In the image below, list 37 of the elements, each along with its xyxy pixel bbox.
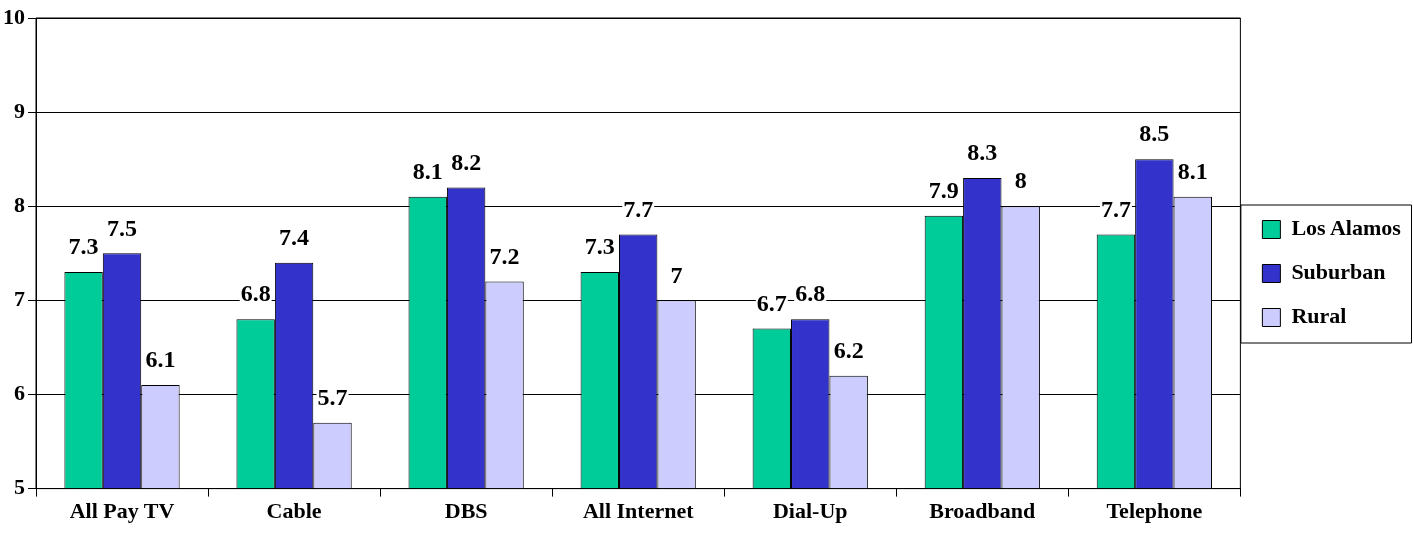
x-tick-label: All Internet — [582, 498, 695, 524]
data-label: 8.1 — [412, 158, 443, 185]
x-tick-label: Cable — [266, 498, 322, 524]
data-label: 6.8 — [795, 280, 826, 307]
data-label: 6.8 — [240, 280, 271, 307]
x-tick-label: Dial-Up — [772, 498, 848, 524]
legend-label: Suburban — [1291, 259, 1386, 285]
data-label: 5.7 — [317, 383, 348, 410]
data-label: 7.3 — [68, 233, 99, 260]
y-tick-label: 5 — [14, 474, 25, 500]
legend-label: Los Alamos — [1291, 215, 1402, 241]
data-label: 8.3 — [967, 139, 998, 166]
y-tick-label: 9 — [14, 97, 25, 123]
data-label: 7.9 — [928, 176, 959, 203]
y-tick-label: 7 — [14, 286, 25, 312]
data-label: 6.1 — [145, 346, 176, 373]
data-label: 7.3 — [584, 233, 615, 260]
data-label: 8 — [1014, 167, 1027, 194]
y-tick-label: 10 — [3, 3, 25, 29]
x-tick-label: Telephone — [1106, 498, 1203, 524]
data-label: 7 — [670, 261, 683, 288]
data-label: 7.7 — [1100, 195, 1131, 222]
y-tick-label: 8 — [14, 191, 25, 217]
data-label: 6.7 — [756, 289, 787, 316]
legend-label: Rural — [1291, 303, 1347, 329]
data-label: 8.2 — [451, 148, 482, 175]
y-tick-label: 6 — [14, 380, 25, 406]
data-label: 6.2 — [833, 336, 864, 363]
data-label: 7.2 — [489, 242, 520, 269]
data-label: 7.7 — [623, 195, 654, 222]
data-label: 8.1 — [1177, 158, 1208, 185]
x-tick-label: Broadband — [929, 498, 1036, 524]
x-tick-label: DBS — [444, 498, 488, 524]
data-label: 8.5 — [1139, 120, 1170, 147]
data-label: 7.5 — [107, 214, 138, 241]
data-label: 7.4 — [279, 223, 310, 250]
x-tick-label: All Pay TV — [69, 498, 175, 524]
